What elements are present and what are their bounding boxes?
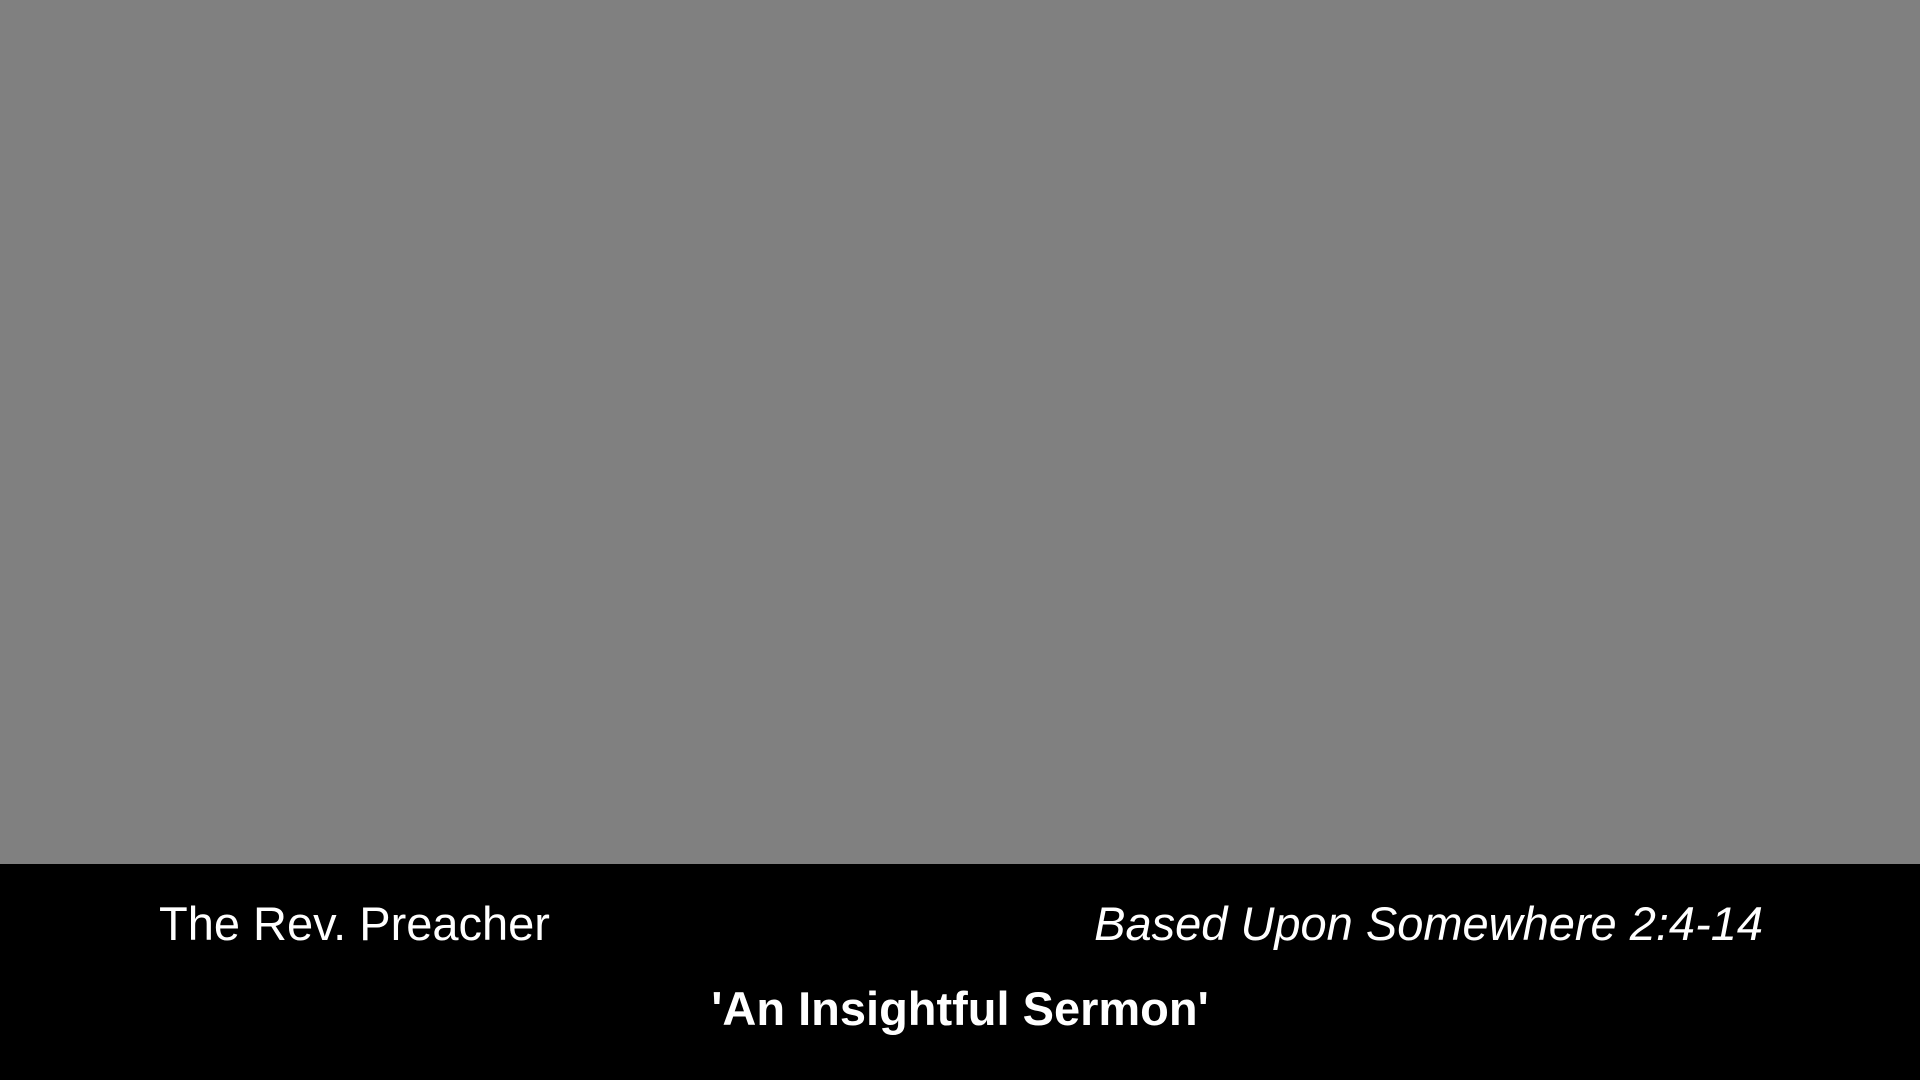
scripture-reference: Based Upon Somewhere 2:4-14 <box>1094 897 1763 950</box>
speaker-name: The Rev. Preacher <box>159 897 550 950</box>
lower-third-banner: The Rev. Preacher Based Upon Somewhere 2… <box>0 864 1920 1080</box>
sermon-title: 'An Insightful Sermon' <box>711 982 1209 1035</box>
video-area <box>0 0 1920 864</box>
